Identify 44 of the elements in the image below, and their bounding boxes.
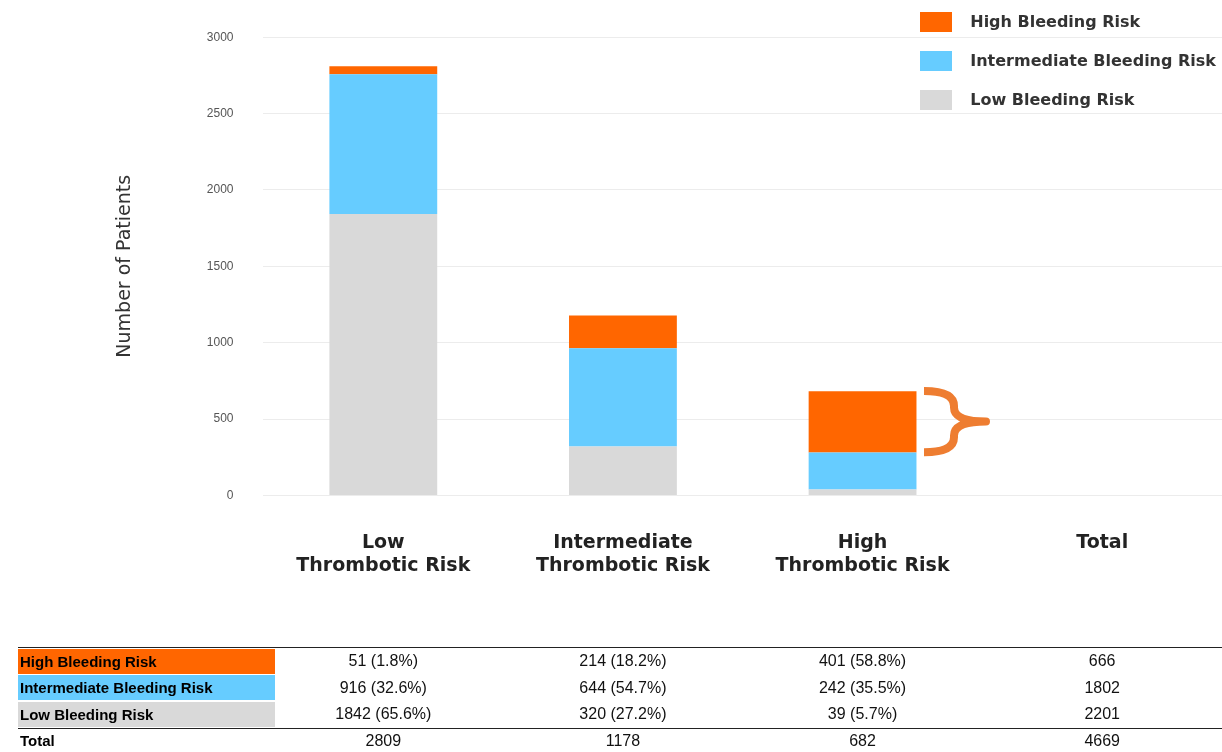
text: Intermediate Bleeding Risk <box>20 679 213 696</box>
bar <box>569 315 677 349</box>
bar <box>329 66 438 75</box>
x-tick-label: Low Thrombotic Risk <box>296 529 471 575</box>
text: 1802 <box>1084 678 1120 696</box>
y-tick-label: 3000 <box>206 29 234 44</box>
data-label: 916 (32.6%) <box>339 677 427 698</box>
legend-label: Low Bleeding Risk <box>970 90 1135 109</box>
text: 682 <box>849 730 876 751</box>
text: Low Bleeding Risk <box>20 705 154 723</box>
text: Total <box>19 731 56 751</box>
y-tick-label: 1000 <box>206 334 234 349</box>
y-axis-title: Number of Patients <box>112 174 135 358</box>
bar <box>808 489 917 495</box>
data-label: 242 (35.5%) <box>818 677 907 698</box>
x-tick-label: High Thrombotic Risk <box>775 529 950 575</box>
legend-label: Intermediate Bleeding Risk <box>970 51 1216 70</box>
text: High Bleeding Risk <box>20 652 157 670</box>
bar <box>569 348 677 447</box>
bar <box>808 452 917 490</box>
y-tick-label: 0 <box>226 487 234 502</box>
bar <box>329 74 438 215</box>
y-tick-label: 2000 <box>206 182 234 197</box>
bar <box>329 214 438 495</box>
text: 1178 <box>605 730 641 751</box>
data-label: 644 (54.7%) <box>579 677 667 698</box>
data-label: 39 (5.7%) <box>827 704 898 724</box>
text: 2201 <box>1084 705 1120 722</box>
y-tick-label: 1500 <box>206 258 234 273</box>
x-tick-label: Total <box>1076 529 1129 552</box>
y-tick-label: 2500 <box>206 105 234 120</box>
bar <box>569 446 677 495</box>
data-label: 320 (27.2%) <box>579 704 667 724</box>
text: 666 <box>1088 652 1116 669</box>
x-tick-label: Intermediate Thrombotic Risk <box>535 529 711 575</box>
data-label: 51 (1.8%) <box>348 651 418 671</box>
text: 4669 <box>1084 730 1120 751</box>
text: 2809 <box>365 730 402 751</box>
data-label: 214 (18.2%) <box>579 651 667 671</box>
data-label: 401 (58.8%) <box>818 651 907 671</box>
bar <box>808 391 917 453</box>
data-label: 1842 (65.6%) <box>335 704 432 724</box>
y-tick-label: 500 <box>213 411 234 426</box>
legend-label: High Bleeding Risk <box>970 12 1141 31</box>
